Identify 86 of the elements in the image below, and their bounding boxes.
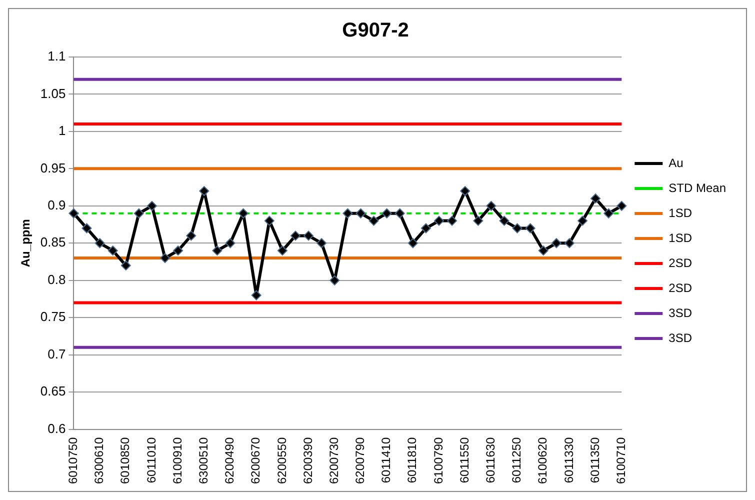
x-tick-label: 6011350 <box>588 436 602 484</box>
point <box>238 208 248 218</box>
point <box>225 238 236 248</box>
x-tick-label: 6200390 <box>300 436 315 484</box>
y-tick-label: 0.7 <box>48 346 66 362</box>
point <box>68 208 79 218</box>
x-tick-label: 6011410 <box>379 436 394 484</box>
legend-label: 1SD <box>668 230 692 245</box>
x-tick-label: 6100620 <box>536 436 550 484</box>
point <box>342 208 353 218</box>
point <box>134 208 144 218</box>
point <box>368 216 379 226</box>
point <box>499 216 510 226</box>
chart-title: G907-2 <box>342 20 409 42</box>
legend-label: 1SD <box>668 206 692 220</box>
x-tick-label: 6300510 <box>196 436 210 484</box>
y-tick-label: 1.1 <box>48 48 66 64</box>
x-tick-label: 6011630 <box>483 436 498 484</box>
point <box>146 200 157 211</box>
point <box>616 200 627 211</box>
x-tick-label: 6200730 <box>326 436 341 484</box>
legend-label: STD Mean <box>668 180 726 195</box>
point <box>486 200 496 211</box>
x-tick-label: 6010850 <box>118 436 132 484</box>
point <box>604 208 614 218</box>
point <box>94 238 105 248</box>
x-tick-label: 6300610 <box>92 436 106 484</box>
point <box>564 238 574 248</box>
legend-label: Au <box>668 156 684 170</box>
point <box>316 238 327 248</box>
point <box>551 238 562 248</box>
y-tick-label: 0.6 <box>48 420 66 436</box>
x-tick-label: 6011330 <box>562 436 576 484</box>
point <box>356 208 366 218</box>
point <box>251 290 262 300</box>
point <box>473 216 484 226</box>
point <box>512 223 522 234</box>
x-tick-label: 6100790 <box>431 436 446 484</box>
x-tick-label: 6011810 <box>405 436 420 484</box>
y-tick-label: 0.8 <box>48 272 66 287</box>
x-tick-label: 6200490 <box>222 436 237 484</box>
point <box>330 275 340 286</box>
point <box>277 246 288 256</box>
legend-label: 2SD <box>668 280 692 295</box>
point <box>199 186 210 196</box>
x-tick-label: 6011250 <box>510 436 524 484</box>
y-tick-label: 0.95 <box>40 160 66 176</box>
point <box>264 216 274 226</box>
legend-label: 3SD <box>668 306 692 320</box>
point <box>382 208 392 218</box>
x-tick-label: 6010750 <box>66 436 80 484</box>
legend-label: 2SD <box>668 256 692 270</box>
point <box>420 223 431 234</box>
y-tick-label: 1 <box>58 123 66 138</box>
y-tick-label: 0.65 <box>40 384 66 399</box>
y-tick-label: 1.05 <box>40 86 66 101</box>
point <box>578 216 588 226</box>
x-tick-label: 6100910 <box>170 436 184 484</box>
x-tick-label: 6200790 <box>353 436 368 484</box>
point <box>290 230 300 241</box>
point <box>408 238 418 248</box>
point <box>186 230 196 241</box>
point <box>173 246 184 256</box>
point <box>434 216 444 226</box>
point <box>525 223 536 234</box>
point <box>394 208 405 218</box>
point <box>82 223 92 234</box>
point <box>160 253 170 264</box>
x-tick-label: 6011010 <box>144 436 158 484</box>
x-tick-label: 6200670 <box>248 436 263 484</box>
point <box>120 260 131 270</box>
point <box>212 246 222 256</box>
point <box>590 193 601 204</box>
y-tick-label: 0.85 <box>40 234 66 250</box>
x-tick-label: 6011550 <box>457 436 472 484</box>
point <box>304 230 314 241</box>
point <box>108 246 118 256</box>
y-tick-label: 0.75 <box>40 309 66 324</box>
x-tick-label: 6200550 <box>274 436 289 484</box>
point <box>447 216 458 226</box>
y-axis-title: Au_ppm <box>18 219 33 268</box>
x-tick-label: 6100710 <box>614 436 628 484</box>
legend-label: 3SD <box>668 330 692 345</box>
y-tick-label: 0.9 <box>48 197 66 212</box>
point <box>460 186 470 196</box>
point <box>538 246 548 256</box>
